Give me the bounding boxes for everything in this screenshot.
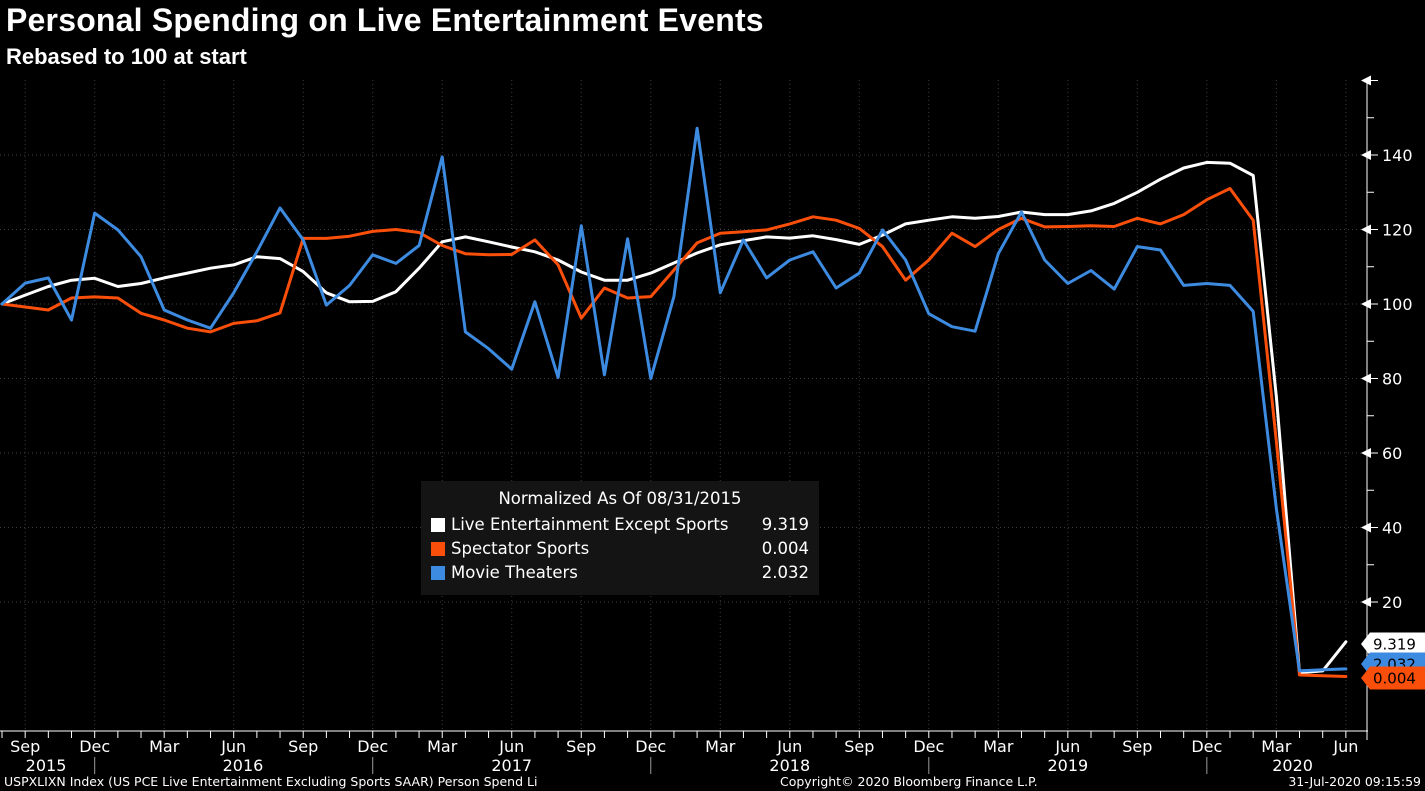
legend-row[interactable]: Movie Theaters 2.032 xyxy=(431,561,809,585)
x-tick-label: Mar xyxy=(1261,737,1292,756)
y-tick-arrow-icon xyxy=(1361,522,1371,533)
legend-swatch-icon xyxy=(431,542,445,556)
legend-series-value: 9.319 xyxy=(761,515,809,534)
x-tick-label: Jun xyxy=(776,737,802,756)
year-label: 2020 xyxy=(1272,756,1313,775)
y-tick-arrow-icon xyxy=(1361,448,1371,458)
legend-row[interactable]: Live Entertainment Except Sports 9.319 xyxy=(431,513,809,537)
footer-security-description: USPXLIXN Index (US PCE Live Entertainmen… xyxy=(4,774,538,789)
x-tick-label: Sep xyxy=(566,737,596,756)
x-tick-label: Dec xyxy=(913,737,944,756)
x-tick-label: Jun xyxy=(1054,737,1080,756)
series-line-spectator-sports xyxy=(0,187,1348,678)
y-tick-label: 80 xyxy=(1382,370,1402,389)
last-value-tag-label: 9.319 xyxy=(1373,636,1416,654)
y-tick-arrow-icon xyxy=(1361,150,1371,160)
x-tick-label: Jun xyxy=(220,737,246,756)
x-tick-label: Mar xyxy=(705,737,736,756)
y-tick-label: 140 xyxy=(1382,146,1413,165)
legend-rows: Live Entertainment Except Sports 9.319 Spe… xyxy=(431,513,809,585)
x-tick-label: Mar xyxy=(149,737,180,756)
last-value-tag-label: 0.004 xyxy=(1373,670,1416,688)
x-tick-label: Dec xyxy=(357,737,388,756)
legend-series-label: Live Entertainment Except Sports xyxy=(451,515,729,534)
footer-timestamp: 31-Jul-2020 09:15:59 xyxy=(1288,774,1421,789)
chart-legend: Normalized As Of 08/31/2015 Live Enterta… xyxy=(421,481,819,595)
x-tick-label: Sep xyxy=(288,737,318,756)
year-label: 2017 xyxy=(491,756,532,775)
x-tick-label: Dec xyxy=(79,737,110,756)
y-tick-label: 60 xyxy=(1382,444,1402,463)
y-tick-arrow-icon xyxy=(1361,299,1371,309)
year-label: 2015 xyxy=(26,756,67,775)
x-tick-label: Sep xyxy=(1122,737,1152,756)
y-tick-label: 120 xyxy=(1382,221,1413,240)
legend-series-value: 0.004 xyxy=(761,539,809,558)
legend-swatch-icon xyxy=(431,566,445,580)
x-tick-label: Mar xyxy=(427,737,458,756)
y-tick-arrow-icon xyxy=(1361,597,1371,607)
x-tick-label: Dec xyxy=(635,737,666,756)
legend-series-label: Movie Theaters xyxy=(451,563,578,582)
x-tick-label: Sep xyxy=(10,737,40,756)
y-tick-label: 100 xyxy=(1382,295,1413,314)
legend-series-label: Spectator Sports xyxy=(451,539,590,558)
year-label: 2016 xyxy=(223,756,264,775)
y-tick-arrow-icon xyxy=(1361,373,1371,384)
x-tick-label: Jun xyxy=(498,737,524,756)
y-tick-label: 40 xyxy=(1382,519,1402,538)
y-tick-arrow-icon xyxy=(1361,75,1371,86)
y-tick-label: 20 xyxy=(1382,593,1402,612)
chart-title: Personal Spending on Live Entertainment … xyxy=(6,2,764,38)
chart-subtitle: Rebased to 100 at start xyxy=(6,44,247,69)
legend-row[interactable]: Spectator Sports 0.004 xyxy=(431,537,809,561)
x-tick-label: Mar xyxy=(983,737,1014,756)
x-tick-label: Sep xyxy=(844,737,874,756)
legend-swatch-icon xyxy=(431,518,445,532)
series-line-movie-theaters xyxy=(0,126,1348,673)
year-label: 2018 xyxy=(769,756,810,775)
legend-series-value: 2.032 xyxy=(761,563,809,582)
last-value-tag xyxy=(1361,666,1425,690)
x-tick-label: Dec xyxy=(1191,737,1222,756)
y-tick-arrow-icon xyxy=(1361,224,1371,235)
year-label: 2019 xyxy=(1047,756,1088,775)
last-value-tag xyxy=(1361,632,1425,656)
series-line-live-entertainment-except-sports xyxy=(0,160,1348,675)
x-tick-label: Jun xyxy=(1332,737,1358,756)
legend-title: Normalized As Of 08/31/2015 xyxy=(498,489,742,508)
footer-copyright: Copyright© 2020 Bloomberg Finance L.P. xyxy=(780,774,1038,789)
